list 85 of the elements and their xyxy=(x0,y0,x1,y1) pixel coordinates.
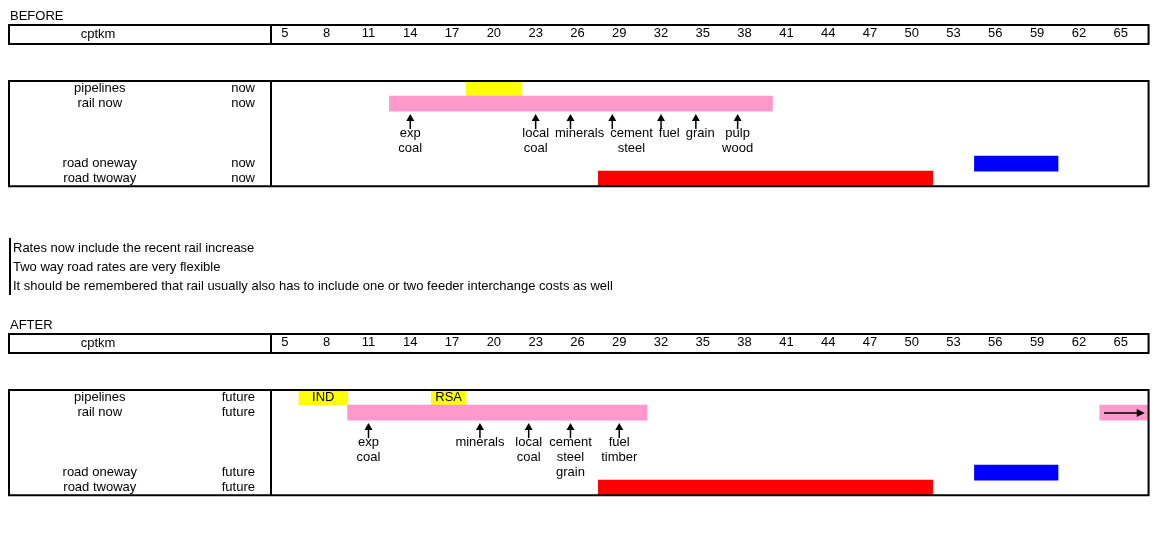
y-tick-label: road oneway xyxy=(62,464,138,480)
x-tick-label: 41 xyxy=(779,333,794,349)
x-tick-label: 53 xyxy=(946,24,961,40)
y2-tick-label: now xyxy=(231,155,256,171)
y-tick-label: rail now xyxy=(77,95,123,111)
annotation: fuel xyxy=(658,125,680,141)
x-axis-title: cptkm xyxy=(80,26,116,42)
y-tick-label: pipelines xyxy=(74,80,126,96)
y-tick-label: road twoway xyxy=(63,479,137,495)
x-tick-label: 29 xyxy=(612,24,627,40)
x-tick-label: 17 xyxy=(444,24,460,40)
x-tick-label: 5 xyxy=(281,333,289,349)
x-tick-label: 56 xyxy=(988,24,1003,40)
y2-tick-label: future xyxy=(221,479,255,495)
x-tick-label: 26 xyxy=(570,333,585,349)
x-tick-label: 14 xyxy=(403,24,418,40)
x-tick-label: 62 xyxy=(1071,24,1087,40)
x-tick-label: 65 xyxy=(1113,333,1128,349)
bar xyxy=(974,464,1059,481)
text: Rates now include the recent rail increase xyxy=(12,239,256,257)
annotation: pulp wood xyxy=(721,125,754,156)
x-tick-label: 44 xyxy=(820,24,836,40)
y2-tick-label: future xyxy=(221,464,255,480)
y2-tick-label: now xyxy=(231,170,256,186)
text: BEFORE xyxy=(10,8,65,24)
bar xyxy=(389,95,773,112)
text: It should be remembered that rail usually also has to include one or two feeder interchange costs as well xyxy=(12,277,614,295)
text: Two way road rates are very flexible xyxy=(12,258,222,276)
data-label: RSA xyxy=(435,389,463,405)
text: AFTER xyxy=(10,317,54,333)
x-tick-label: 23 xyxy=(528,333,543,349)
annotation: local coal xyxy=(515,434,543,465)
x-tick-label: 17 xyxy=(444,333,460,349)
x-tick-label: 53 xyxy=(946,333,961,349)
x-tick-label: 50 xyxy=(904,24,919,40)
x-tick-label: 11 xyxy=(361,24,376,40)
x-tick-label: 8 xyxy=(323,333,331,349)
y-tick-label: road oneway xyxy=(62,155,138,171)
x-axis-title: cptkm xyxy=(80,335,116,351)
annotation: minerals xyxy=(555,125,605,141)
y2-tick-label: now xyxy=(231,80,256,96)
annotation: cement steel xyxy=(610,125,654,156)
bar xyxy=(598,479,933,496)
y-tick-label: rail now xyxy=(77,404,123,420)
y2-tick-label: future xyxy=(221,404,255,420)
x-tick-label: 26 xyxy=(570,24,585,40)
x-tick-label: 38 xyxy=(737,333,752,349)
x-tick-label: 32 xyxy=(653,24,669,40)
y2-tick-label: future xyxy=(221,389,255,405)
x-tick-label: 5 xyxy=(281,24,289,40)
x-tick-label: 38 xyxy=(737,24,752,40)
annotation: exp coal xyxy=(398,125,423,156)
x-tick-label: 47 xyxy=(862,333,878,349)
bar xyxy=(465,81,523,97)
x-tick-label: 50 xyxy=(904,333,919,349)
x-tick-label: 56 xyxy=(988,333,1003,349)
y-tick-label: road twoway xyxy=(63,170,137,186)
x-tick-label: 32 xyxy=(653,333,669,349)
annotation: exp coal xyxy=(356,434,381,465)
x-tick-label: 65 xyxy=(1113,24,1128,40)
y2-tick-label: now xyxy=(231,95,256,111)
x-tick-label: 47 xyxy=(862,24,878,40)
annotation: fuel timber xyxy=(601,434,638,465)
x-tick-label: 20 xyxy=(486,24,502,40)
x-tick-label: 35 xyxy=(695,24,711,40)
bar xyxy=(598,170,933,187)
x-tick-label: 14 xyxy=(403,333,418,349)
x-tick-label: 41 xyxy=(779,24,794,40)
x-tick-label: 44 xyxy=(820,333,836,349)
y-tick-label: pipelines xyxy=(74,389,126,405)
annotation: local coal xyxy=(522,125,550,156)
x-tick-label: 59 xyxy=(1029,333,1045,349)
x-tick-label: 8 xyxy=(323,24,331,40)
x-tick-label: 23 xyxy=(528,24,543,40)
annotation: minerals xyxy=(455,434,506,450)
x-tick-label: 59 xyxy=(1029,24,1045,40)
annotation: cement steel grain xyxy=(549,434,593,480)
x-tick-label: 62 xyxy=(1071,333,1087,349)
annotation: grain xyxy=(685,125,715,141)
data-label: IND xyxy=(312,389,335,405)
bar xyxy=(974,155,1059,172)
x-tick-label: 20 xyxy=(486,333,502,349)
x-tick-label: 29 xyxy=(612,333,627,349)
x-tick-label: 35 xyxy=(695,333,711,349)
x-tick-label: 11 xyxy=(361,333,376,349)
